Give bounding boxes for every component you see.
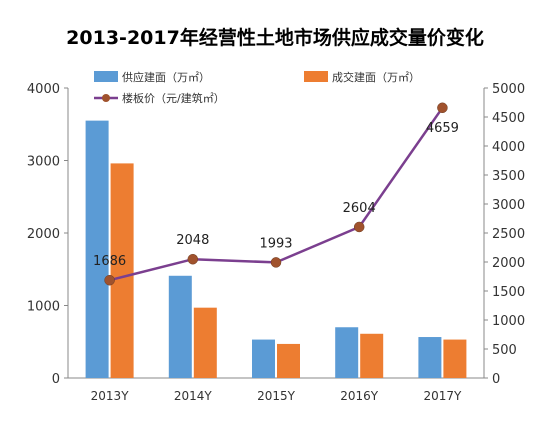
- bars: [85, 120, 467, 378]
- price-marker: [270, 257, 282, 268]
- price-marker: [353, 221, 365, 233]
- price-data-label: 2604: [343, 201, 376, 216]
- axes: [64, 87, 488, 379]
- legend-swatch-supply: [94, 71, 118, 82]
- price-data-label: 2048: [176, 233, 209, 248]
- y-right-tick-label: 1000: [492, 314, 525, 329]
- y-right-tick-label: 1500: [492, 285, 525, 300]
- x-tick-label: 2017Y: [423, 389, 462, 403]
- y-left-tick-label: 1000: [27, 300, 60, 315]
- legend-label-price: 楼板价（元/建筑㎡）: [122, 91, 225, 105]
- bar-supply: [418, 337, 442, 378]
- y-right-tick-label: 5000: [492, 82, 525, 97]
- price-marker: [104, 274, 115, 286]
- y-left-tick-label: 0: [52, 372, 60, 387]
- y-left-tick-label: 3000: [27, 155, 60, 170]
- y-right-tick-label: 500: [492, 343, 517, 358]
- y-right-tick-label: 2500: [492, 227, 525, 242]
- price-data-label: 1686: [93, 254, 126, 269]
- legend-swatch-deal: [304, 71, 328, 82]
- price-line: 1686 2048 1993 2604 4659: [93, 102, 459, 286]
- bar-deal: [443, 339, 467, 378]
- y-right-tick-label: 3000: [492, 198, 525, 213]
- y-right-tick-label: 4000: [492, 140, 525, 155]
- tick-labels: 0 1000 2000 3000 4000 0 500 1000 1500 2000 2500 300…: [27, 82, 525, 403]
- price-marker: [187, 253, 199, 265]
- legend-label-supply: 供应建面（万㎡）: [122, 70, 210, 84]
- legend-swatch-price-marker: [102, 94, 110, 102]
- legend-label-deal: 成交建面（万㎡）: [332, 70, 420, 84]
- bar-deal: [110, 163, 134, 378]
- y-right-tick-label: 2000: [492, 256, 525, 271]
- price-marker: [437, 102, 448, 114]
- x-tick-label: 2016Y: [340, 389, 379, 403]
- bar-deal: [277, 343, 300, 378]
- y-right-tick-label: 0: [492, 372, 500, 387]
- price-data-label: 4659: [426, 121, 459, 136]
- price-data-label: 1993: [259, 236, 292, 251]
- y-left-tick-label: 2000: [27, 227, 60, 242]
- x-tick-label: 2013Y: [91, 389, 130, 403]
- bar-supply: [85, 120, 109, 378]
- price-line-path: [109, 107, 444, 282]
- bar-supply: [168, 275, 192, 378]
- legend: 供应建面（万㎡） 成交建面（万㎡） 楼板价（元/建筑㎡）: [94, 70, 420, 105]
- y-left-tick-label: 4000: [27, 82, 60, 97]
- y-right-tick-label: 4500: [492, 111, 525, 126]
- chart-title: 2013-2017年经营性土地市场供应成交量价变化: [66, 26, 484, 49]
- y-right-tick-label: 3500: [492, 169, 525, 184]
- x-tick-label: 2015Y: [257, 389, 296, 403]
- bar-deal: [360, 333, 384, 378]
- bar-deal: [193, 307, 217, 378]
- x-tick-label: 2014Y: [174, 389, 213, 403]
- bar-supply: [252, 339, 275, 378]
- bar-supply: [335, 327, 359, 378]
